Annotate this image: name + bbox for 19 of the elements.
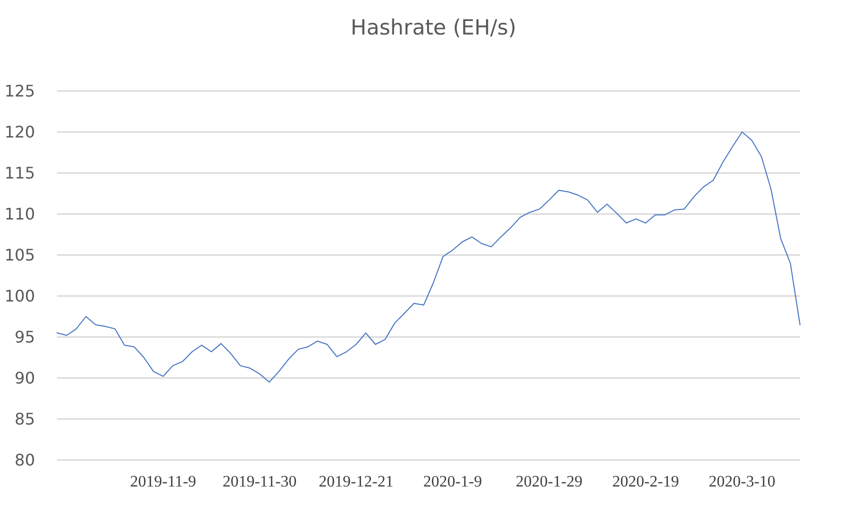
x-tick-label: 2019-12-21 (318, 474, 394, 490)
y-tick-label: 95 (14, 328, 35, 346)
x-tick-label: 2019-11-9 (130, 474, 196, 490)
x-tick-label: 2020-2-19 (612, 474, 679, 490)
y-tick-label: 80 (14, 450, 35, 470)
y-tick-label: 90 (14, 368, 35, 388)
x-tick-label: 2020-3-10 (708, 474, 776, 490)
y-tick-label: 105 (4, 246, 35, 264)
y-tick-label: 85 (14, 410, 35, 428)
x-tick-label: 2020-1-9 (423, 474, 482, 490)
y-tick-label: 110 (4, 204, 35, 224)
y-tick-label: 100 (4, 286, 35, 306)
y-tick-label: 120 (4, 122, 35, 142)
y-tick-label: 115 (4, 164, 35, 182)
line-series (56, 132, 800, 383)
x-tick-label: 2019-11-30 (222, 474, 297, 490)
y-tick-label: 125 (4, 82, 35, 100)
x-tick-label: 2020-1-29 (516, 474, 582, 490)
chart-title: Hashrate (EH/s) (350, 16, 516, 40)
